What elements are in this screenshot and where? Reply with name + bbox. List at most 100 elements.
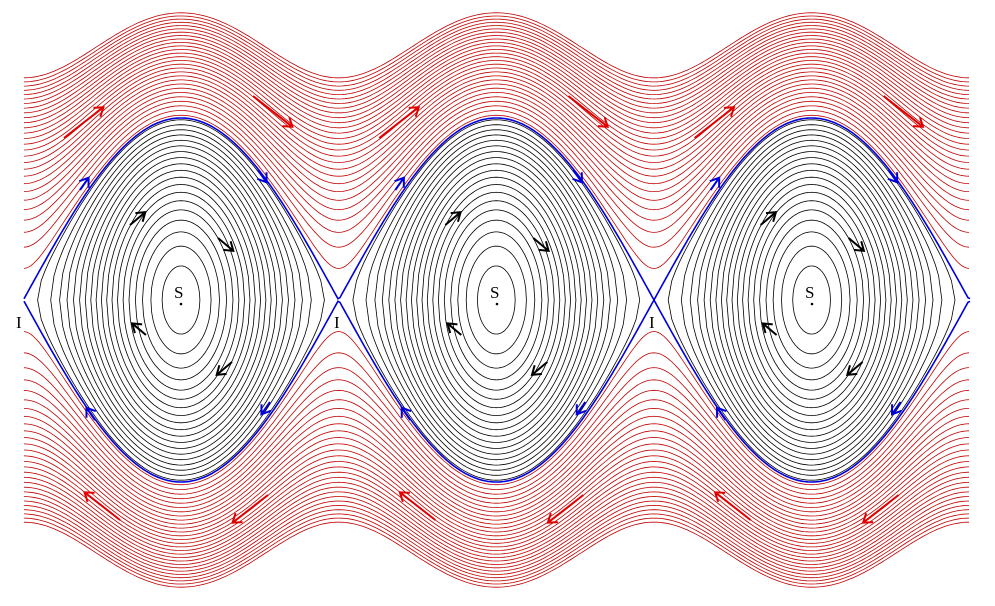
black-arrow: [530, 361, 548, 376]
center-point: [179, 302, 183, 306]
rotating-orbit: [23, 71, 970, 163]
center-point: [495, 302, 499, 306]
closed-orbit: [753, 200, 870, 400]
rotating-orbit: [23, 56, 970, 139]
rotating-orbit: [23, 31, 970, 104]
closed-orbit: [117, 191, 245, 409]
rotating-orbit: [23, 455, 970, 540]
rotating-orbit: [23, 96, 970, 211]
closed-orbit: [765, 219, 858, 381]
rotating-orbit: [23, 443, 970, 533]
rotating-orbit: [23, 67, 970, 157]
closed-orbit: [465, 245, 527, 355]
rotating-orbit: [23, 517, 970, 585]
rotating-orbit: [23, 449, 970, 537]
center-label: S: [174, 283, 183, 302]
blue-arrow: [887, 169, 899, 184]
rotating-orbit: [23, 75, 970, 170]
rotating-orbit: [23, 18, 970, 87]
black-arrow: [532, 237, 550, 252]
closed-orbit: [122, 200, 240, 400]
closed-orbit: [66, 134, 296, 466]
black-arrow: [217, 237, 235, 252]
closed-orbit: [90, 157, 272, 443]
closed-orbit: [134, 219, 228, 381]
rotating-orbit: [23, 407, 970, 513]
rotating-orbit: [23, 476, 970, 555]
rotating-orbit: [23, 92, 970, 201]
red-arrow: [861, 494, 900, 524]
closed-orbit: [100, 169, 262, 431]
rotating-orbit: [23, 466, 970, 548]
rotating-orbit: [23, 15, 970, 83]
closed-orbit: [128, 209, 234, 391]
blue-arrow: [890, 401, 902, 416]
rotating-orbit: [23, 63, 970, 151]
closed-orbit: [443, 209, 549, 391]
closed-orbit: [416, 169, 577, 431]
separatrix-branch: [23, 117, 971, 302]
rotating-orbit: [23, 509, 970, 579]
blue-arrow: [709, 176, 721, 191]
separatrix-branch: [23, 298, 971, 483]
rotating-orbit: [23, 423, 970, 521]
rotating-orbit: [23, 389, 970, 504]
rotating-orbit: [23, 415, 970, 517]
closed-orbit: [709, 145, 914, 455]
saddle-label: I: [649, 313, 655, 332]
closed-orbit: [150, 245, 212, 355]
rotating-orbits: [23, 12, 970, 588]
red-arrow: [882, 95, 925, 128]
closed-orbit: [352, 119, 641, 481]
closed-orbit: [84, 151, 278, 449]
closed-orbit: [37, 119, 325, 481]
closed-orbit: [437, 200, 555, 400]
closed-orbit: [772, 231, 851, 369]
rotating-orbit: [23, 486, 969, 562]
separatrix: [23, 117, 971, 483]
rotating-orbit: [23, 100, 970, 221]
black-arrow: [129, 211, 147, 226]
closed-orbit: [400, 151, 593, 449]
closed-orbit: [736, 176, 887, 424]
closed-orbit: [111, 184, 251, 416]
red-arrow: [378, 106, 421, 139]
closed-orbit: [432, 191, 561, 409]
red-arrow: [231, 494, 269, 524]
red-arrow: [693, 106, 736, 139]
rotating-orbit: [23, 38, 969, 114]
rotating-orbit: [23, 49, 970, 129]
closed-orbit: [667, 119, 956, 481]
closed-orbit: [781, 245, 843, 355]
closed-orbit: [421, 176, 572, 424]
rotating-orbit: [23, 42, 970, 119]
rotating-orbit: [23, 87, 970, 193]
red-arrow: [398, 491, 436, 521]
red-arrow: [713, 491, 752, 521]
closed-orbit: [792, 265, 831, 335]
closed-orbit: [374, 129, 619, 471]
rotating-orbit: [23, 25, 970, 96]
center-label: S: [490, 283, 499, 302]
blue-arrow: [572, 169, 583, 184]
closed-orbit: [79, 145, 283, 455]
rotating-orbit: [23, 461, 970, 544]
black-arrow: [847, 237, 866, 252]
closed-orbit: [731, 169, 892, 431]
rotating-orbit: [23, 21, 970, 91]
rotating-orbit: [23, 352, 970, 490]
rotating-orbit: [23, 504, 970, 575]
rotating-orbit: [23, 521, 969, 588]
closed-orbit: [742, 184, 882, 416]
closed-orbit: [697, 134, 927, 466]
rotating-orbit: [23, 110, 970, 248]
rotating-orbit: [23, 331, 970, 486]
closed-orbit: [476, 265, 516, 335]
closed-orbit: [365, 124, 628, 476]
closed-orbit: [689, 129, 934, 471]
closed-orbit: [161, 265, 201, 335]
rotating-orbit: [23, 471, 970, 551]
closed-orbit: [405, 157, 587, 443]
closed-orbit: [703, 139, 920, 461]
